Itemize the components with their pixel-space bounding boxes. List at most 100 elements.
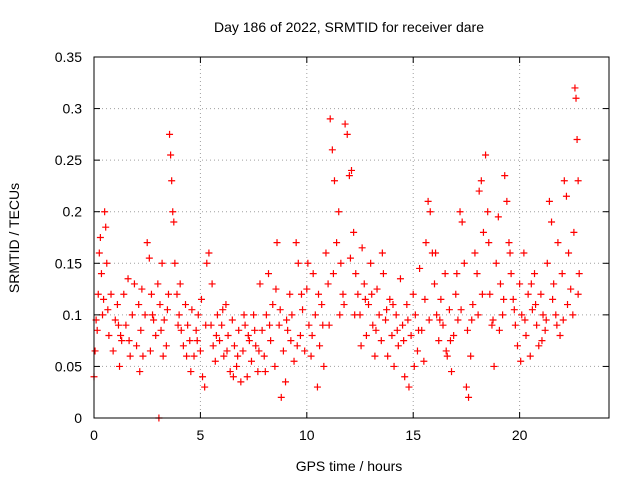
data-point — [116, 362, 124, 370]
data-point — [324, 280, 332, 288]
data-point — [130, 280, 138, 288]
data-point — [261, 368, 269, 376]
data-point — [535, 342, 543, 350]
data-point — [558, 270, 566, 278]
data-point — [456, 208, 464, 216]
data-point — [542, 316, 550, 324]
data-point — [399, 321, 407, 329]
data-point — [201, 383, 209, 391]
y-tick-label: 0.1 — [63, 307, 83, 323]
data-point — [343, 130, 351, 138]
data-point — [435, 337, 443, 345]
data-point — [138, 285, 146, 293]
data-point — [389, 301, 397, 309]
data-point — [538, 337, 546, 345]
data-point — [413, 347, 421, 355]
data-point — [496, 280, 504, 288]
data-point — [390, 362, 398, 370]
data-point — [234, 352, 242, 360]
data-point — [122, 321, 130, 329]
data-point — [531, 270, 539, 278]
data-point — [368, 290, 376, 298]
data-point — [209, 342, 217, 350]
data-point — [228, 316, 236, 324]
data-point — [219, 306, 227, 314]
data-point — [410, 362, 418, 370]
data-point — [111, 316, 119, 324]
plot-border — [93, 56, 610, 419]
data-point — [318, 301, 326, 309]
data-point — [351, 311, 359, 319]
data-point — [407, 331, 415, 339]
data-point — [266, 321, 274, 329]
data-point — [517, 357, 525, 365]
data-point — [416, 264, 424, 272]
data-point — [199, 373, 207, 381]
data-point — [490, 362, 498, 370]
data-point — [377, 337, 385, 345]
data-point — [422, 239, 430, 247]
data-point — [433, 311, 441, 319]
y-tick-label: 0 — [74, 410, 82, 426]
data-point — [393, 326, 401, 334]
data-point — [226, 368, 234, 376]
data-point — [509, 295, 517, 303]
data-point — [279, 347, 287, 355]
x-tick-label: 0 — [90, 427, 98, 443]
data-point — [564, 301, 572, 309]
data-point — [101, 208, 109, 216]
data-point — [269, 301, 277, 309]
data-point — [365, 301, 373, 309]
data-point — [404, 316, 412, 324]
data-point — [313, 383, 321, 391]
data-point — [575, 270, 583, 278]
data-point — [479, 228, 487, 236]
data-point — [233, 362, 241, 370]
data-point — [510, 306, 518, 314]
data-point — [99, 311, 107, 319]
data-point — [325, 321, 333, 329]
data-point — [193, 337, 201, 345]
data-point — [319, 321, 327, 329]
data-point — [450, 331, 458, 339]
data-point — [474, 311, 482, 319]
data-point — [96, 234, 104, 241]
data-point — [426, 208, 434, 216]
data-point — [460, 259, 468, 267]
data-point — [560, 177, 568, 185]
data-point — [573, 136, 581, 144]
data-point — [448, 368, 456, 376]
data-point — [202, 321, 210, 329]
data-point — [258, 326, 266, 334]
data-point — [145, 254, 153, 262]
data-point — [436, 316, 444, 324]
data-point — [133, 342, 141, 350]
data-point — [400, 337, 408, 345]
data-point — [467, 352, 475, 360]
data-point — [372, 326, 380, 334]
data-point — [296, 331, 304, 339]
y-tick-label: 0.15 — [55, 255, 82, 271]
data-point — [277, 393, 285, 401]
data-point — [93, 326, 101, 334]
data-point — [345, 172, 353, 180]
data-point — [505, 239, 513, 247]
data-point — [357, 342, 365, 350]
data-point — [486, 290, 494, 298]
data-point — [301, 347, 309, 355]
data-point — [401, 373, 409, 381]
data-point — [361, 295, 369, 303]
data-point — [114, 321, 122, 329]
data-point — [150, 316, 158, 324]
data-point — [164, 290, 172, 298]
data-point — [315, 290, 323, 298]
data-point — [495, 326, 503, 334]
data-point — [425, 316, 433, 324]
data-point — [196, 347, 204, 355]
data-point — [520, 249, 528, 257]
plot-frame — [93, 56, 610, 419]
data-point — [267, 337, 275, 345]
data-point — [532, 301, 540, 309]
data-point — [152, 331, 160, 339]
data-point — [139, 352, 147, 360]
